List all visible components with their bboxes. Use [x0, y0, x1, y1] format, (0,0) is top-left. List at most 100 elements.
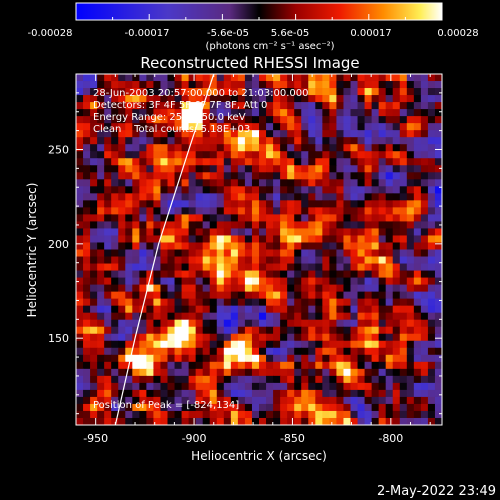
heatmap-cell [322, 109, 330, 117]
heatmap-cell [350, 375, 359, 384]
heatmap-cell [251, 361, 260, 370]
heatmap-cell [132, 130, 140, 138]
heatmap-cell [195, 137, 204, 145]
heatmap-cell [399, 81, 408, 89]
heatmap-cell [167, 186, 176, 194]
heatmap-cell [294, 221, 302, 230]
heatmap-cell [209, 284, 218, 293]
heatmap-cell [83, 319, 91, 328]
heatmap-cell [427, 263, 436, 272]
heatmap-cell [406, 193, 415, 201]
heatmap-cell [322, 375, 330, 384]
heatmap-cell [308, 403, 316, 412]
heatmap-cell [308, 333, 316, 342]
heatmap-cell [280, 326, 288, 335]
heatmap-cell [174, 165, 183, 173]
heatmap-cell [195, 207, 204, 215]
heatmap-cell [259, 116, 267, 124]
heatmap-cell [413, 88, 422, 96]
heatmap-cell [315, 130, 323, 138]
heatmap-cell [188, 200, 197, 208]
heatmap-cell [132, 88, 140, 96]
colorbar-tick-label: 0.00017 [350, 28, 391, 39]
heatmap-cell [378, 277, 387, 286]
heatmap-cell [385, 95, 394, 103]
heatmap-cell [315, 396, 323, 405]
heatmap-cell [97, 256, 105, 265]
heatmap-cell [336, 375, 345, 384]
heatmap-cell [83, 277, 91, 286]
heatmap-cell [392, 109, 401, 117]
heatmap-cell [385, 165, 394, 173]
heatmap-cell [399, 298, 408, 307]
heatmap-cell [118, 214, 126, 223]
heatmap-cell [350, 319, 359, 328]
heatmap-cell [294, 249, 302, 258]
heatmap-cell [244, 347, 253, 356]
heatmap-cell [371, 214, 380, 223]
heatmap-cell [174, 326, 183, 335]
heatmap-cell [118, 319, 126, 328]
heatmap-cell [266, 326, 274, 335]
heatmap-cell [378, 284, 387, 293]
heatmap-cell [385, 151, 394, 159]
heatmap-cell [308, 410, 316, 419]
heatmap-cell [420, 74, 429, 82]
heatmap-cell [146, 74, 155, 82]
heatmap-cell [427, 102, 436, 110]
heatmap-cell [343, 228, 352, 237]
heatmap-cell [364, 389, 373, 398]
heatmap-cell [294, 375, 302, 384]
heatmap-cell [188, 235, 197, 244]
heatmap-cell [364, 200, 373, 208]
heatmap-cell [343, 396, 352, 405]
heatmap-cell [315, 298, 323, 307]
heatmap-cell [378, 235, 387, 244]
heatmap-cell [181, 165, 190, 173]
heatmap-cell [202, 109, 211, 117]
heatmap-cell [420, 368, 429, 377]
heatmap-cell [322, 249, 330, 258]
heatmap-cell [266, 235, 274, 244]
heatmap-cell [287, 403, 295, 412]
heatmap-cell [181, 347, 190, 356]
heatmap-cell [216, 137, 225, 145]
heatmap-cell [427, 116, 436, 124]
heatmap-cell [216, 74, 225, 82]
heatmap-cell [202, 137, 211, 145]
heatmap-cell [273, 284, 281, 293]
heatmap-cell [202, 333, 211, 342]
heatmap-cell [364, 249, 373, 258]
heatmap-cell [301, 123, 309, 131]
heatmap-cell [287, 221, 295, 230]
heatmap-cell [230, 354, 239, 363]
heatmap-cell [202, 81, 211, 89]
heatmap-cell [322, 312, 330, 321]
heatmap-cell [244, 186, 253, 194]
heatmap-cell [153, 396, 162, 405]
heatmap-cell [104, 249, 112, 258]
heatmap-cell [434, 249, 442, 258]
heatmap-cell [132, 95, 140, 103]
heatmap-cell [406, 375, 415, 384]
heatmap-cell [76, 298, 84, 307]
heatmap-cell [216, 396, 225, 405]
heatmap-cell [357, 270, 366, 279]
heatmap-cell [336, 361, 345, 370]
heatmap-cell [188, 263, 197, 272]
heatmap-cell [139, 74, 147, 82]
heatmap-cell [125, 165, 133, 173]
heatmap-cell [322, 158, 330, 166]
heatmap-cell [364, 81, 373, 89]
heatmap-cell [364, 207, 373, 215]
heatmap-cell [223, 221, 232, 230]
heatmap-cell [160, 207, 169, 215]
heatmap-cell [76, 277, 84, 286]
heatmap-cell [230, 130, 239, 138]
heatmap-cell [399, 361, 408, 370]
heatmap-cell [329, 144, 338, 152]
heatmap-cell [392, 144, 401, 152]
heatmap-cell [195, 214, 204, 223]
heatmap-cell [294, 305, 302, 314]
heatmap-cell [329, 410, 338, 419]
